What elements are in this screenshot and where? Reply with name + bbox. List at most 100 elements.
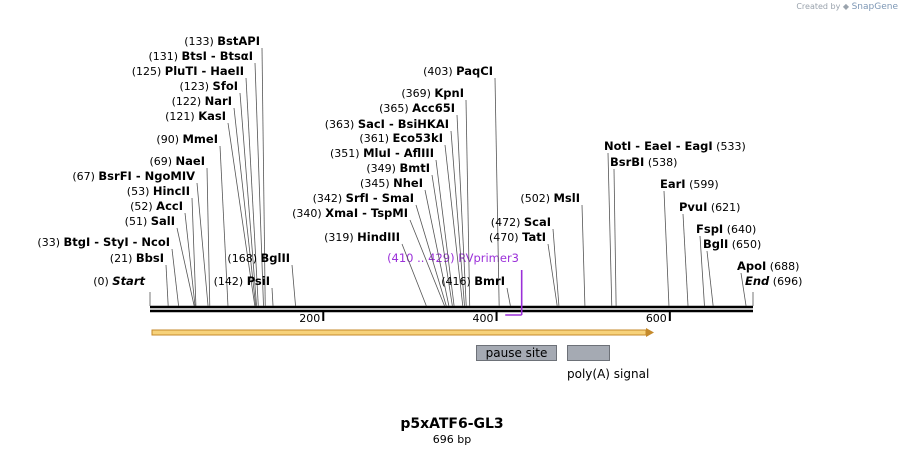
feature-pause-site[interactable]: pause site [476, 345, 557, 361]
site-position: (621) [707, 201, 740, 214]
site-enzyme-name: XmaI - TspMI [325, 206, 408, 220]
orf-arrow-body [151, 329, 647, 336]
site-position: (696) [769, 275, 802, 288]
site-paqci: (403) PaqCI [423, 64, 493, 78]
site-leader-line [171, 248, 179, 307]
site-leader-line [444, 144, 464, 307]
site-leader-line [431, 174, 453, 307]
site-position: (53) [127, 185, 153, 198]
site-leader-line [245, 77, 259, 307]
feature-polya-signal-label: poly(A) signal [567, 367, 650, 381]
primer-range: (410 .. 429) [387, 251, 458, 265]
site-leader-line [552, 228, 560, 307]
site-position: (470) [489, 231, 522, 244]
site-leader-line [233, 107, 257, 307]
site-leader-line [706, 250, 714, 307]
site-bglii: (168) BglII [227, 251, 290, 265]
site-enzyme-name: SalI [151, 214, 175, 228]
site-leader-line [291, 264, 296, 307]
site-leader-line [607, 152, 613, 307]
site-position: (319) [324, 231, 357, 244]
site-enzyme-name: MluI - AflIII [363, 146, 434, 160]
primer-label: (410 .. 429) RVprimer3 [387, 251, 519, 265]
site-enzyme-name: Eco53kI [392, 131, 443, 145]
site-hindiii: (319) HindIII [324, 230, 400, 244]
site-enzyme-name: BglI [703, 237, 728, 251]
site-enzyme-name: PsiI [247, 274, 270, 288]
site-mlui: (351) MluI - AflIII [330, 146, 434, 160]
site-position: (67) [72, 170, 98, 183]
site-enzyme-name: PluTI - HaeII [165, 64, 244, 78]
site-enzyme-name: BstAPI [217, 34, 260, 48]
site-enzyme-name: ScaI [524, 215, 551, 229]
site-position: (168) [227, 252, 260, 265]
site-bstapi: (133) BstAPI [184, 34, 260, 48]
site-enzyme-name: NheI [393, 176, 423, 190]
site-leader-line [663, 190, 670, 307]
site-enzyme-name: End [745, 274, 770, 288]
site-kpni: (369) KpnI [401, 86, 464, 100]
site-position: (133) [184, 35, 217, 48]
site-position: (361) [359, 132, 392, 145]
site-leader-line [165, 264, 169, 307]
site-psii: (142) PsiI [214, 274, 270, 288]
site-srfi: (342) SrfI - SmaI [313, 191, 414, 205]
site-position: (51) [125, 215, 151, 228]
site-start: (0) Start [93, 274, 145, 288]
site-enzyme-name: TatI [522, 230, 546, 244]
site-enzyme-name: KasI [198, 109, 226, 123]
site-end: End (696) [745, 274, 802, 288]
site-enzyme-name: AccI [156, 199, 183, 213]
site-eco53ki: (361) Eco53kI [359, 131, 443, 145]
site-enzyme-name: BmtI [399, 161, 430, 175]
site-position: (403) [423, 65, 456, 78]
site-bmti: (349) BmtI [366, 161, 430, 175]
site-leader-line [613, 168, 617, 307]
site-sfoi: (123) SfoI [179, 79, 238, 93]
site-noti: NotI - EaeI - EagI (533) [604, 139, 746, 153]
site-position: (122) [172, 95, 205, 108]
site-enzyme-name: ApoI [737, 259, 766, 273]
site-leader-line [699, 235, 705, 307]
site-enzyme-name: Acc65I [412, 101, 455, 115]
site-bbsi: (21) BbsI [110, 251, 164, 265]
site-position: (33) [37, 236, 63, 249]
site-position: (121) [165, 110, 198, 123]
site-mmei: (90) MmeI [156, 132, 218, 146]
site-leader-line [206, 167, 211, 307]
site-position: (131) [148, 50, 181, 63]
site-leader-line [261, 47, 266, 307]
feature-polya-signal-box[interactable] [567, 345, 610, 361]
site-position: (533) [713, 140, 746, 153]
site-enzyme-name: EarI [660, 177, 686, 191]
site-kasi: (121) KasI [165, 109, 226, 123]
site-msli: (502) MslI [520, 191, 580, 205]
site-leader-line [191, 197, 197, 307]
site-enzyme-name: PaqCI [456, 64, 493, 78]
site-leader-line [227, 122, 256, 307]
site-position: (340) [292, 207, 325, 220]
site-leader-line [506, 287, 511, 307]
ruler-tick-label: 400 [473, 312, 494, 325]
site-enzyme-name: KpnI [434, 86, 464, 100]
site-leader-line [682, 213, 689, 307]
site-btgi: (33) BtgI - StyI - NcoI [37, 235, 170, 249]
site-enzyme-name: PvuI [679, 200, 707, 214]
site-position: (351) [330, 147, 363, 160]
site-enzyme-name: NotI - EaeI - EagI [604, 139, 713, 153]
site-leader-line [415, 204, 447, 307]
site-enzyme-name: SacI - BsiHKAI [358, 117, 449, 131]
site-leader-line [547, 243, 558, 307]
site-hincii: (53) HincII [127, 184, 190, 198]
site-position: (349) [366, 162, 399, 175]
site-enzyme-name: SrfI - SmaI [346, 191, 414, 205]
site-sali: (51) SalI [125, 214, 175, 228]
site-apoi: ApoI (688) [737, 259, 799, 273]
site-enzyme-name: HincII [153, 184, 190, 198]
site-position: (21) [110, 252, 136, 265]
site-position: (363) [325, 118, 358, 131]
site-position: (142) [214, 275, 247, 288]
snapgene-logo-icon: ◆ [842, 2, 850, 11]
site-position: (599) [686, 178, 719, 191]
